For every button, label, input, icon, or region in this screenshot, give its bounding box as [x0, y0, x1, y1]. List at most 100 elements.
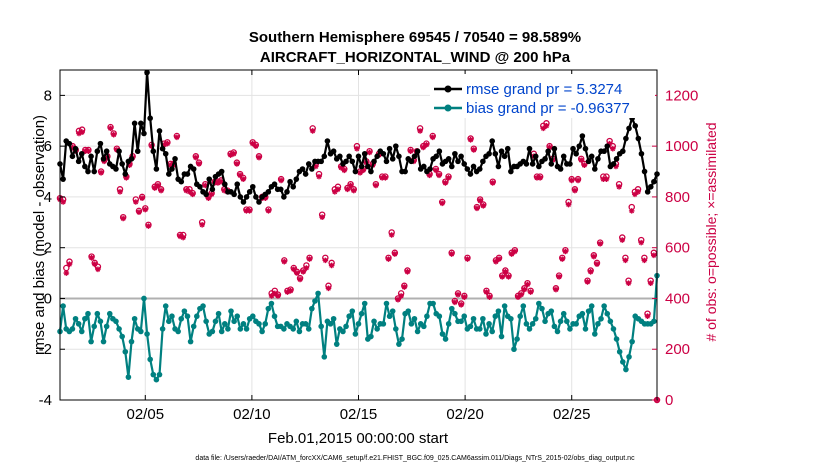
- obs-assimilated-marker: [290, 266, 297, 273]
- bias-point: [119, 333, 125, 340]
- obs-assimilated-marker: [474, 205, 480, 212]
- obs-assimilated-marker: [641, 257, 648, 264]
- rmse-point: [343, 158, 349, 165]
- obs-assimilated-marker: [505, 274, 512, 280]
- obs-assimilated-marker: [142, 206, 149, 213]
- bias-point: [389, 308, 396, 314]
- obs-assimilated-marker: [442, 180, 449, 186]
- bias-point: [610, 326, 617, 332]
- bias-point: [361, 300, 368, 307]
- obs-assimilated-marker: [572, 187, 578, 194]
- obs-assimilated-marker: [426, 172, 433, 179]
- obs-assimilated-marker: [199, 222, 205, 228]
- bias-point: [420, 323, 427, 330]
- rmse-point: [172, 156, 178, 162]
- obs-assimilated-marker: [265, 208, 272, 214]
- obs-assimilated-marker: [174, 134, 180, 141]
- y-tick-label-right: 600: [665, 240, 690, 257]
- rmse-point: [309, 166, 315, 172]
- rmse-point: [69, 153, 76, 160]
- obs-assimilated-marker: [338, 164, 344, 171]
- y-tick-label-right: 0: [665, 392, 673, 409]
- bias-point: [187, 338, 194, 345]
- obs-assimilated-marker: [60, 199, 66, 205]
- rmse-point: [122, 171, 129, 177]
- bias-point: [150, 371, 157, 378]
- obs-assimilated-marker: [227, 152, 234, 158]
- bias-point: [333, 341, 340, 347]
- rmse-point: [97, 140, 104, 147]
- obs-assimilated-marker: [439, 200, 446, 207]
- bias-point: [268, 300, 275, 307]
- y-tick-label-left: -4: [39, 392, 52, 409]
- rmse-point: [113, 166, 119, 172]
- obs-assimilated-marker: [521, 286, 528, 293]
- legend-bias-label: bias grand pr = -0.96377: [466, 100, 630, 117]
- obs-assimilated-marker: [303, 265, 310, 271]
- x-tick-label: 02/05: [127, 406, 165, 423]
- bias-point: [305, 326, 312, 332]
- bias-point: [483, 331, 489, 337]
- rmse-point: [632, 123, 639, 129]
- bias-point: [100, 338, 107, 345]
- obs-assimilated-marker: [597, 241, 603, 247]
- obs-assimilated-marker: [401, 284, 408, 290]
- bias-point: [604, 310, 611, 317]
- bias-point: [296, 328, 303, 335]
- obs-assimilated-marker: [575, 177, 581, 184]
- obs-assimilated-marker: [388, 232, 395, 238]
- obs-assimilated-marker: [518, 291, 524, 298]
- rmse-point: [383, 158, 390, 165]
- rmse-point: [305, 161, 312, 167]
- obs-assimilated-marker: [167, 162, 174, 168]
- rmse-point: [651, 178, 657, 185]
- legend-rmse-marker: [444, 85, 452, 93]
- bias-point: [414, 328, 421, 335]
- bias-point: [141, 295, 147, 302]
- rmse-point: [256, 199, 262, 205]
- rmse-point: [501, 153, 508, 160]
- x-tick-label: 02/25: [553, 406, 591, 423]
- rmse-point: [626, 125, 632, 132]
- rmse-point: [452, 150, 458, 157]
- rmse-point: [374, 153, 380, 160]
- obs-assimilated-marker: [452, 299, 458, 306]
- obs-assimilated-marker: [565, 201, 572, 208]
- obs-assimilated-marker: [120, 215, 126, 222]
- bias-point: [281, 326, 287, 332]
- footnote: data file: /Users/raeder/DAI/ATM_forcXX/…: [195, 455, 635, 462]
- obs-assimilated-marker: [221, 187, 228, 194]
- y-tick-label-left: 0: [44, 290, 52, 307]
- bias-point: [439, 331, 446, 337]
- obs-assimilated-marker: [486, 294, 493, 300]
- rmse-point: [641, 168, 648, 175]
- obs-assimilated-marker: [230, 150, 237, 157]
- rmse-point: [489, 138, 496, 144]
- obs-assimilated-marker: [568, 177, 575, 184]
- bias-point: [601, 303, 607, 309]
- legend-bias-marker: [444, 104, 452, 112]
- bias-point: [343, 323, 349, 330]
- obs-assimilated-marker: [123, 175, 130, 181]
- bias-point: [240, 321, 247, 327]
- obs-assimilated-marker: [82, 148, 89, 155]
- obs-assimilated-marker: [202, 182, 209, 189]
- bias-point: [122, 348, 129, 355]
- chart-title-line-2: AIRCRAFT_HORIZONTAL_WIND @ 200 hPa: [260, 49, 571, 66]
- bias-point: [234, 313, 241, 320]
- rmse-point: [498, 148, 505, 155]
- obs-assimilated-marker: [271, 290, 278, 297]
- bias-point: [508, 315, 514, 322]
- obs-assimilated-marker: [537, 175, 543, 181]
- rmse-point: [231, 191, 237, 198]
- bias-point: [520, 303, 527, 309]
- rmse-point: [393, 143, 399, 149]
- obs-assimilated-marker: [628, 208, 635, 214]
- obs-assimilated-marker: [322, 257, 329, 264]
- bias-point: [592, 331, 598, 337]
- rmse-point: [536, 163, 542, 170]
- obs-assimilated-marker: [262, 195, 269, 201]
- axis-ticks: 02/05 02/10 02/15 02/20 02/25 -4 -2 0 2 4 6 8 0 200 40…: [39, 70, 698, 423]
- rmse-point: [265, 189, 272, 195]
